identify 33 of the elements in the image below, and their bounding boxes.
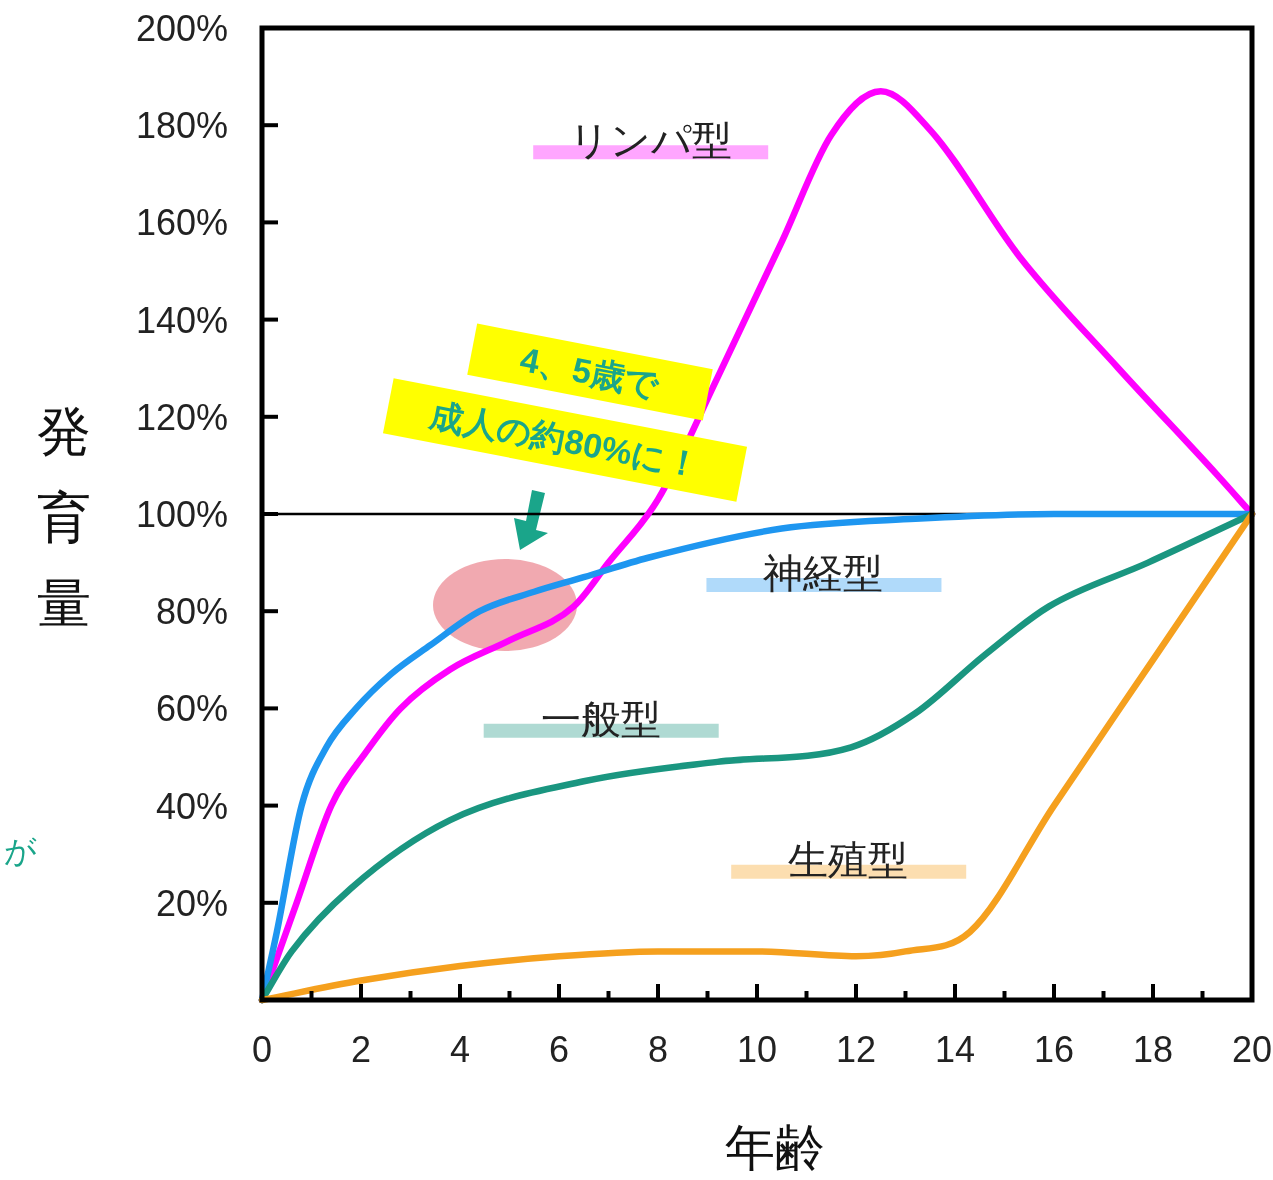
x-tick-label: 4 (449, 1029, 471, 1070)
legend-item: 生殖型 (731, 837, 967, 882)
y-tick-label: 160% (135, 202, 228, 244)
y-tick-label: 40% (155, 785, 228, 827)
y-tick-label: 80% (155, 591, 228, 633)
annotation: 4、5歳で (517, 339, 664, 405)
x-tick-label: 2 (350, 1029, 372, 1070)
x-tick-label: 16 (1033, 1029, 1075, 1070)
y-tick-label: 60% (155, 688, 228, 730)
series-label: 生殖型 (788, 837, 909, 882)
legend-item: 一般型 (483, 696, 719, 741)
x-tick-label: 18 (1132, 1029, 1174, 1070)
y-axis-title: 発育量 (37, 401, 91, 633)
legend-item: リンパ型 (533, 118, 769, 163)
y-tick-label: 140% (135, 299, 228, 341)
series-label: 一般型 (540, 696, 661, 741)
x-tick-label: 10 (736, 1029, 778, 1070)
legend-item: 神経型 (706, 550, 942, 595)
y-tick-label: 20% (155, 882, 228, 924)
y-tick-label: 180% (135, 105, 228, 147)
x-tick-label: 6 (548, 1029, 570, 1070)
x-tick-label: 20 (1231, 1029, 1273, 1070)
text: が (4, 833, 37, 869)
series-label: リンパ型 (568, 118, 732, 163)
x-axis-title: 年齢 (725, 1120, 825, 1176)
x-tick-label: 8 (647, 1029, 669, 1070)
series-label: 神経型 (763, 550, 884, 595)
y-tick-label: 200% (135, 8, 228, 49)
x-tick-label: 14 (934, 1029, 976, 1070)
x-tick-label: 0 (251, 1029, 273, 1070)
y-tick-label: 100% (135, 494, 228, 535)
x-tick-label: 12 (835, 1029, 877, 1070)
y-tick-label: 120% (135, 396, 228, 438)
